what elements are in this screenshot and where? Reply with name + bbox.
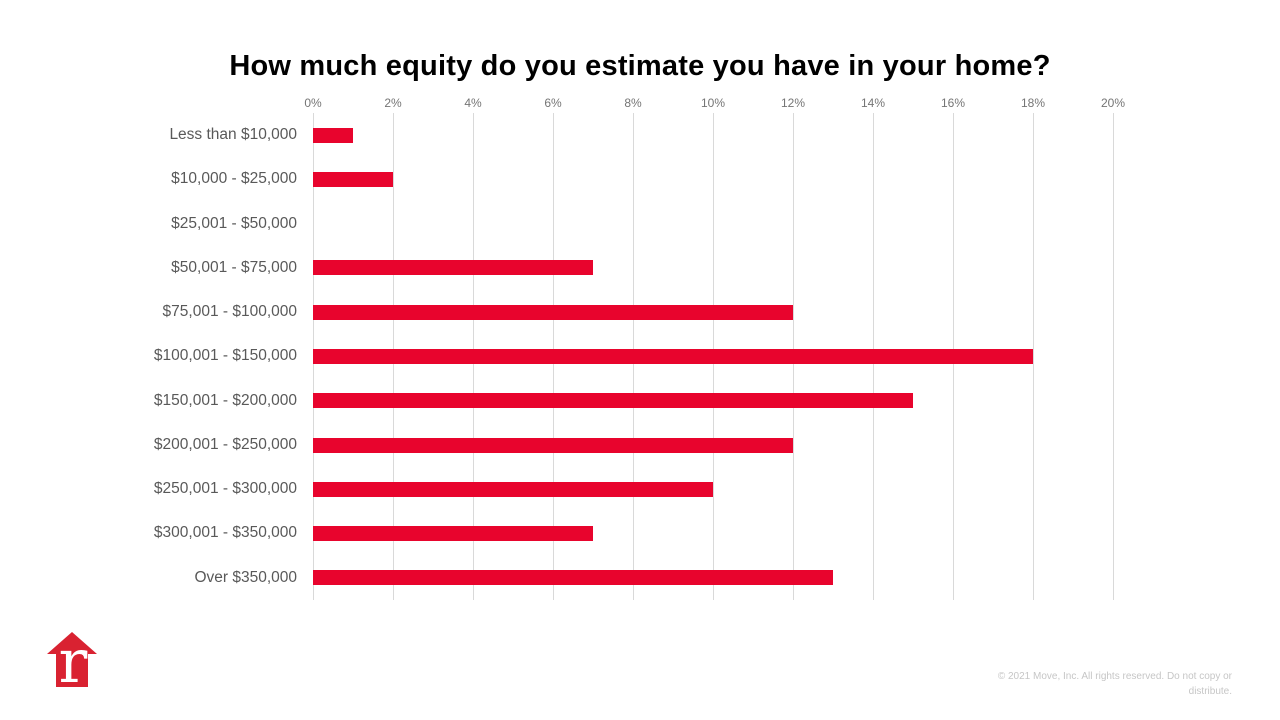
bar-1%: [313, 127, 353, 143]
x-axis-tick-label: 16%: [940, 96, 966, 110]
bar-7%: [313, 526, 593, 542]
bar-12%: [313, 304, 793, 320]
category-label: $10,000 - $25,000: [171, 170, 297, 188]
category-label: $100,001 - $150,000: [153, 347, 297, 365]
x-axis-tick-label: 4%: [464, 96, 482, 110]
bar-12%: [313, 437, 793, 453]
x-axis-tick-label: 18%: [1020, 96, 1046, 110]
y-axis-category-labels: Less than $10,000 $10,000 - $25,000 $25,00…: [0, 113, 297, 600]
chart-title: How much equity do you estimate you have…: [229, 50, 1051, 82]
bar-15%: [313, 393, 913, 409]
logo-house-shape: [47, 632, 97, 687]
category-label: $75,001 - $100,000: [162, 303, 297, 321]
logo-letter: r: [59, 632, 88, 687]
category-label: $300,001 - $350,000: [153, 524, 297, 542]
bar-10%: [313, 481, 713, 497]
category-label: $250,001 - $300,000: [153, 480, 297, 498]
x-axis-tick-labels: 0% 2% 4% 6% 8% 10% 12% 14% 16% 18% 20%: [0, 96, 1280, 112]
x-axis-tick-label: 6%: [544, 96, 562, 110]
gridline: [1113, 113, 1114, 600]
realtor-house-logo-icon: r: [47, 632, 97, 687]
x-axis-tick-label: 8%: [624, 96, 642, 110]
x-axis-tick-label: 14%: [860, 96, 886, 110]
x-axis-tick-label: 12%: [780, 96, 806, 110]
category-label: Less than $10,000: [169, 126, 297, 143]
x-axis-tick-label: 0%: [304, 96, 322, 110]
plot-area: [313, 113, 1114, 600]
category-label: $50,001 - $75,000: [171, 258, 297, 276]
copyright-text: © 2021 Move, Inc. All rights reserved. D…: [997, 671, 1232, 697]
category-label: $150,001 - $200,000: [153, 391, 297, 409]
category-label: Over $350,000: [194, 568, 297, 586]
bar-13%: [313, 570, 833, 586]
x-axis-tick-label: 10%: [700, 96, 726, 110]
gridline: [1033, 113, 1034, 600]
bar-2%: [313, 171, 393, 187]
x-axis-tick-label: 20%: [1100, 96, 1126, 110]
x-axis-tick-label: 2%: [384, 96, 402, 110]
category-label: $25,001 - $50,000: [171, 214, 297, 232]
bar-7%: [313, 260, 593, 276]
bar-18%: [313, 349, 1033, 364]
category-label: $200,001 - $250,000: [153, 435, 297, 453]
